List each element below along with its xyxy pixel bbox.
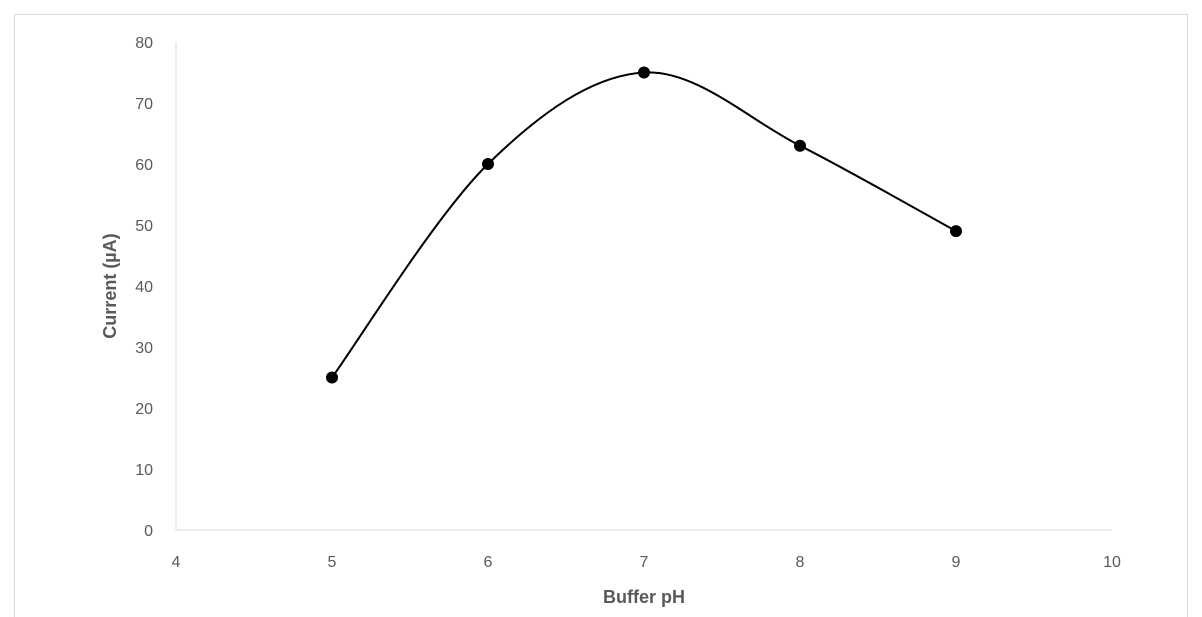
data-point (482, 158, 494, 170)
x-tick-label: 6 (484, 554, 493, 571)
x-tick-label: 7 (640, 554, 649, 571)
y-tick-label: 10 (135, 462, 153, 479)
data-point (326, 371, 338, 384)
x-axis-title: Buffer pH (603, 587, 685, 607)
y-tick-label: 50 (135, 218, 153, 235)
series-line (331, 71, 957, 379)
y-tick-label: 70 (135, 96, 153, 113)
data-point (638, 66, 650, 79)
x-tick-label: 9 (952, 554, 961, 571)
series-layer (326, 66, 962, 384)
data-point (794, 139, 806, 152)
y-tick-label: 80 (135, 35, 153, 52)
y-tick-label: 60 (135, 157, 153, 174)
x-tick-label: 4 (172, 554, 181, 571)
y-tick-label: 20 (135, 401, 153, 418)
x-tick-label: 5 (328, 554, 337, 571)
y-axis-title: Current (µA) (100, 233, 120, 338)
x-tick-label: 10 (1103, 554, 1121, 571)
data-point (950, 225, 962, 238)
y-tick-label: 30 (135, 340, 153, 357)
x-tick-labels: 4 5 6 7 8 9 10 (172, 554, 1121, 571)
chart-frame (14, 14, 1188, 617)
y-tick-label: 0 (144, 523, 153, 540)
y-tick-label: 40 (135, 279, 153, 296)
y-tick-labels: 0 10 20 30 40 50 60 70 80 (135, 35, 153, 540)
x-tick-label: 8 (796, 554, 805, 571)
